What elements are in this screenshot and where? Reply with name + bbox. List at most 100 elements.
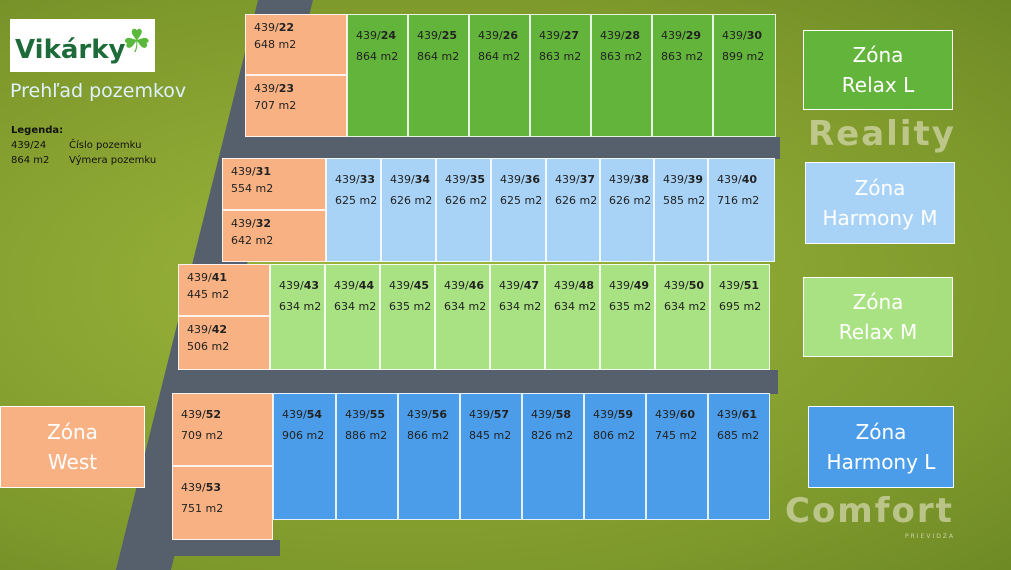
- plot-area: 626 m2: [445, 194, 488, 207]
- plot-50[interactable]: 439/50 634 m2: [655, 264, 710, 370]
- plot-area: 554 m2: [231, 182, 274, 195]
- plot-number: 439/40: [717, 173, 758, 186]
- plot-38[interactable]: 439/38 626 m2: [600, 158, 654, 262]
- plot-51[interactable]: 439/51 695 m2: [710, 264, 770, 370]
- plot-number: 439/60: [655, 408, 696, 421]
- zone-name: Harmony M: [822, 206, 938, 230]
- plot-number: 439/56: [407, 408, 448, 421]
- watermark: PRIEVIDZA: [905, 533, 956, 540]
- clover-icon: ☘: [122, 22, 151, 60]
- legend: Legenda: 439/24 Číslo pozemku 864 m2 Výmer…: [11, 123, 156, 168]
- plot-45[interactable]: 439/45 635 m2: [380, 264, 435, 370]
- plot-number: 439/31: [231, 165, 272, 178]
- zone-name: Relax M: [838, 320, 918, 344]
- plot-29[interactable]: 439/29 863 m2: [652, 14, 713, 137]
- zone-west: Zóna West: [0, 406, 145, 488]
- plot-number: 439/46: [444, 279, 485, 292]
- plot-number: 439/49: [609, 279, 650, 292]
- plot-area: 626 m2: [555, 194, 598, 207]
- plot-area: 716 m2: [717, 194, 760, 207]
- watermark: Reality: [808, 114, 956, 154]
- plot-area: 751 m2: [181, 502, 224, 515]
- plot-area: 634 m2: [554, 300, 597, 313]
- road-row-1: [230, 137, 780, 159]
- plot-area: 845 m2: [469, 429, 512, 442]
- plot-28[interactable]: 439/28 863 m2: [591, 14, 652, 137]
- plot-area: 642 m2: [231, 234, 274, 247]
- plot-40[interactable]: 439/40 716 m2: [708, 158, 775, 262]
- plot-37[interactable]: 439/37 626 m2: [546, 158, 600, 262]
- plot-area: 626 m2: [609, 194, 652, 207]
- plot-area: 864 m2: [417, 50, 460, 63]
- plot-33[interactable]: 439/33 625 m2: [326, 158, 381, 262]
- plot-48[interactable]: 439/48 634 m2: [545, 264, 600, 370]
- zone-relax-m: Zóna Relax M: [803, 277, 953, 357]
- plot-number: 439/44: [334, 279, 375, 292]
- plot-54[interactable]: 439/54 906 m2: [273, 393, 336, 520]
- plot-24[interactable]: 439/24 864 m2: [347, 14, 408, 137]
- zone-label: Zóna: [852, 290, 904, 314]
- plot-35[interactable]: 439/35 626 m2: [436, 158, 491, 262]
- plot-53[interactable]: 439/53 751 m2: [172, 466, 273, 540]
- plot-number: 439/35: [445, 173, 486, 186]
- plot-58[interactable]: 439/58 826 m2: [522, 393, 584, 520]
- zone-relax-l: Zóna Relax L: [803, 30, 953, 110]
- zone-name: Harmony L: [826, 450, 936, 474]
- plot-number: 439/36: [500, 173, 541, 186]
- plot-area: 626 m2: [390, 194, 433, 207]
- plot-57[interactable]: 439/57 845 m2: [460, 393, 522, 520]
- plot-number: 439/47: [499, 279, 540, 292]
- plot-number: 439/29: [661, 29, 702, 42]
- plot-number: 439/26: [478, 29, 519, 42]
- plot-39[interactable]: 439/39 585 m2: [654, 158, 708, 262]
- plot-44[interactable]: 439/44 634 m2: [325, 264, 380, 370]
- plot-60[interactable]: 439/60 745 m2: [646, 393, 708, 520]
- plot-number: 439/53: [181, 481, 222, 494]
- plot-number: 439/41: [187, 271, 228, 284]
- plot-22[interactable]: 439/22 648 m2: [245, 14, 347, 75]
- plot-number: 439/54: [282, 408, 323, 421]
- plot-number: 439/42: [187, 323, 228, 336]
- plot-26[interactable]: 439/26 864 m2: [469, 14, 530, 137]
- plot-area: 634 m2: [444, 300, 487, 313]
- plot-area: 886 m2: [345, 429, 388, 442]
- plot-43[interactable]: 439/43 634 m2: [270, 264, 325, 370]
- plot-30[interactable]: 439/30 899 m2: [713, 14, 776, 137]
- plot-number: 439/30: [722, 29, 763, 42]
- plot-52[interactable]: 439/52 709 m2: [172, 393, 273, 466]
- plot-number: 439/38: [609, 173, 650, 186]
- plot-area: 506 m2: [187, 340, 230, 353]
- zone-harmony-l: Zóna Harmony L: [808, 406, 954, 488]
- logo: Vikárky ☘: [10, 19, 155, 72]
- plot-area: 634 m2: [499, 300, 542, 313]
- plot-56[interactable]: 439/56 866 m2: [398, 393, 460, 520]
- plot-36[interactable]: 439/36 625 m2: [491, 158, 546, 262]
- plot-area: 906 m2: [282, 429, 325, 442]
- plot-46[interactable]: 439/46 634 m2: [435, 264, 490, 370]
- plot-area: 826 m2: [531, 429, 574, 442]
- plot-27[interactable]: 439/27 863 m2: [530, 14, 591, 137]
- plot-number: 439/33: [335, 173, 376, 186]
- legend-label: Číslo pozemku: [69, 140, 142, 151]
- zone-harmony-m: Zóna Harmony M: [805, 162, 955, 244]
- plot-31[interactable]: 439/31 554 m2: [222, 158, 326, 210]
- plot-42[interactable]: 439/42 506 m2: [178, 316, 270, 370]
- plot-number: 439/55: [345, 408, 386, 421]
- legend-heading: Legenda:: [11, 125, 64, 136]
- plot-55[interactable]: 439/55 886 m2: [336, 393, 398, 520]
- plot-area: 585 m2: [663, 194, 706, 207]
- plot-49[interactable]: 439/49 635 m2: [600, 264, 655, 370]
- plot-32[interactable]: 439/32 642 m2: [222, 210, 326, 262]
- plot-34[interactable]: 439/34 626 m2: [381, 158, 436, 262]
- plot-area: 899 m2: [722, 50, 765, 63]
- plot-number: 439/28: [600, 29, 641, 42]
- plot-41[interactable]: 439/41 445 m2: [178, 264, 270, 316]
- plot-area: 634 m2: [279, 300, 322, 313]
- plot-47[interactable]: 439/47 634 m2: [490, 264, 545, 370]
- plot-number: 439/39: [663, 173, 704, 186]
- plot-23[interactable]: 439/23 707 m2: [245, 75, 347, 137]
- plot-25[interactable]: 439/25 864 m2: [408, 14, 469, 137]
- plot-61[interactable]: 439/61 685 m2: [708, 393, 770, 520]
- plot-59[interactable]: 439/59 806 m2: [584, 393, 646, 520]
